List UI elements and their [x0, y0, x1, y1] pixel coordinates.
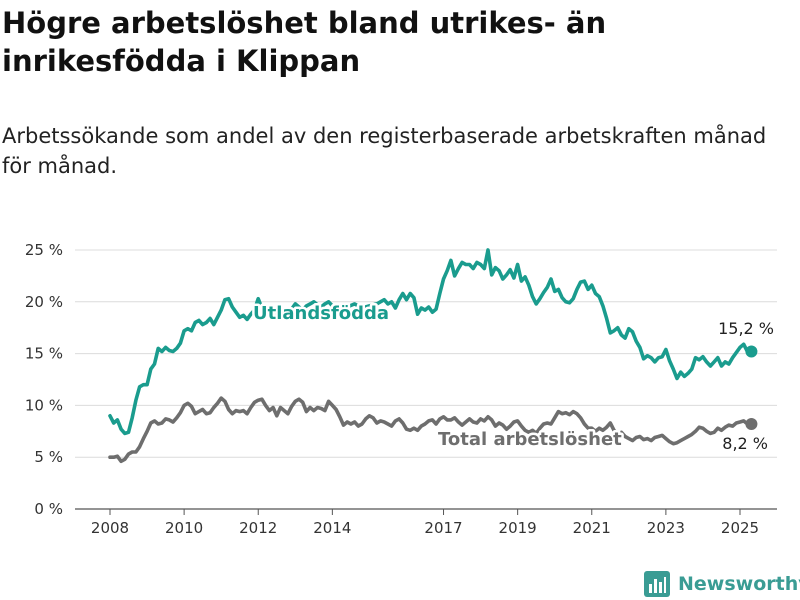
- series-labels: Utlandsfödda 15,2 % Total arbetslöshet 8,2 …: [251, 301, 775, 454]
- series-label: Utlandsfödda: [253, 303, 389, 324]
- y-tick-label: 20 %: [25, 293, 63, 311]
- y-tick-label: 10 %: [25, 396, 63, 414]
- y-tick-label: 0 %: [34, 500, 63, 518]
- end-value-label: 8,2 %: [722, 434, 768, 453]
- end-point-marker: [745, 418, 758, 431]
- x-tick-label: 2019: [499, 519, 537, 537]
- x-tick-label: 2014: [313, 519, 351, 537]
- y-tick-label: 15 %: [25, 345, 63, 363]
- x-tick-label: 2012: [239, 519, 277, 537]
- chart-title: Högre arbetslöshet bland utrikes- än inr…: [2, 6, 607, 78]
- end-point-marker: [745, 345, 758, 358]
- x-tick-label: 2021: [573, 519, 611, 537]
- series-label: Total arbetslöshet: [438, 429, 622, 450]
- gridlines: [75, 249, 777, 458]
- series-lines: [108, 248, 750, 464]
- y-tick-label: 5 %: [34, 448, 63, 466]
- y-tick-label: 25 %: [25, 241, 63, 259]
- end-value-label: 15,2 %: [718, 319, 774, 338]
- bar-chart-logo-icon: [644, 571, 670, 597]
- series-line-total: [108, 396, 750, 464]
- x-tick-label: 2008: [91, 519, 129, 537]
- chart-subtitle: Arbetssökande som andel av den registerb…: [2, 124, 767, 178]
- brand-name: Newsworthy: [678, 573, 800, 595]
- axes: 0 % 5 % 10 % 15 % 20 % 25 % 2008 2010 2012 2014 20…: [25, 241, 777, 537]
- brand-logo[interactable]: Newsworthy: [644, 570, 800, 598]
- x-tick-label: 2025: [721, 519, 759, 537]
- x-tick-label: 2017: [424, 519, 462, 537]
- series-line-utlandsfodda: [108, 248, 750, 436]
- x-tick-label: 2010: [165, 519, 203, 537]
- x-tick-label: 2023: [647, 519, 685, 537]
